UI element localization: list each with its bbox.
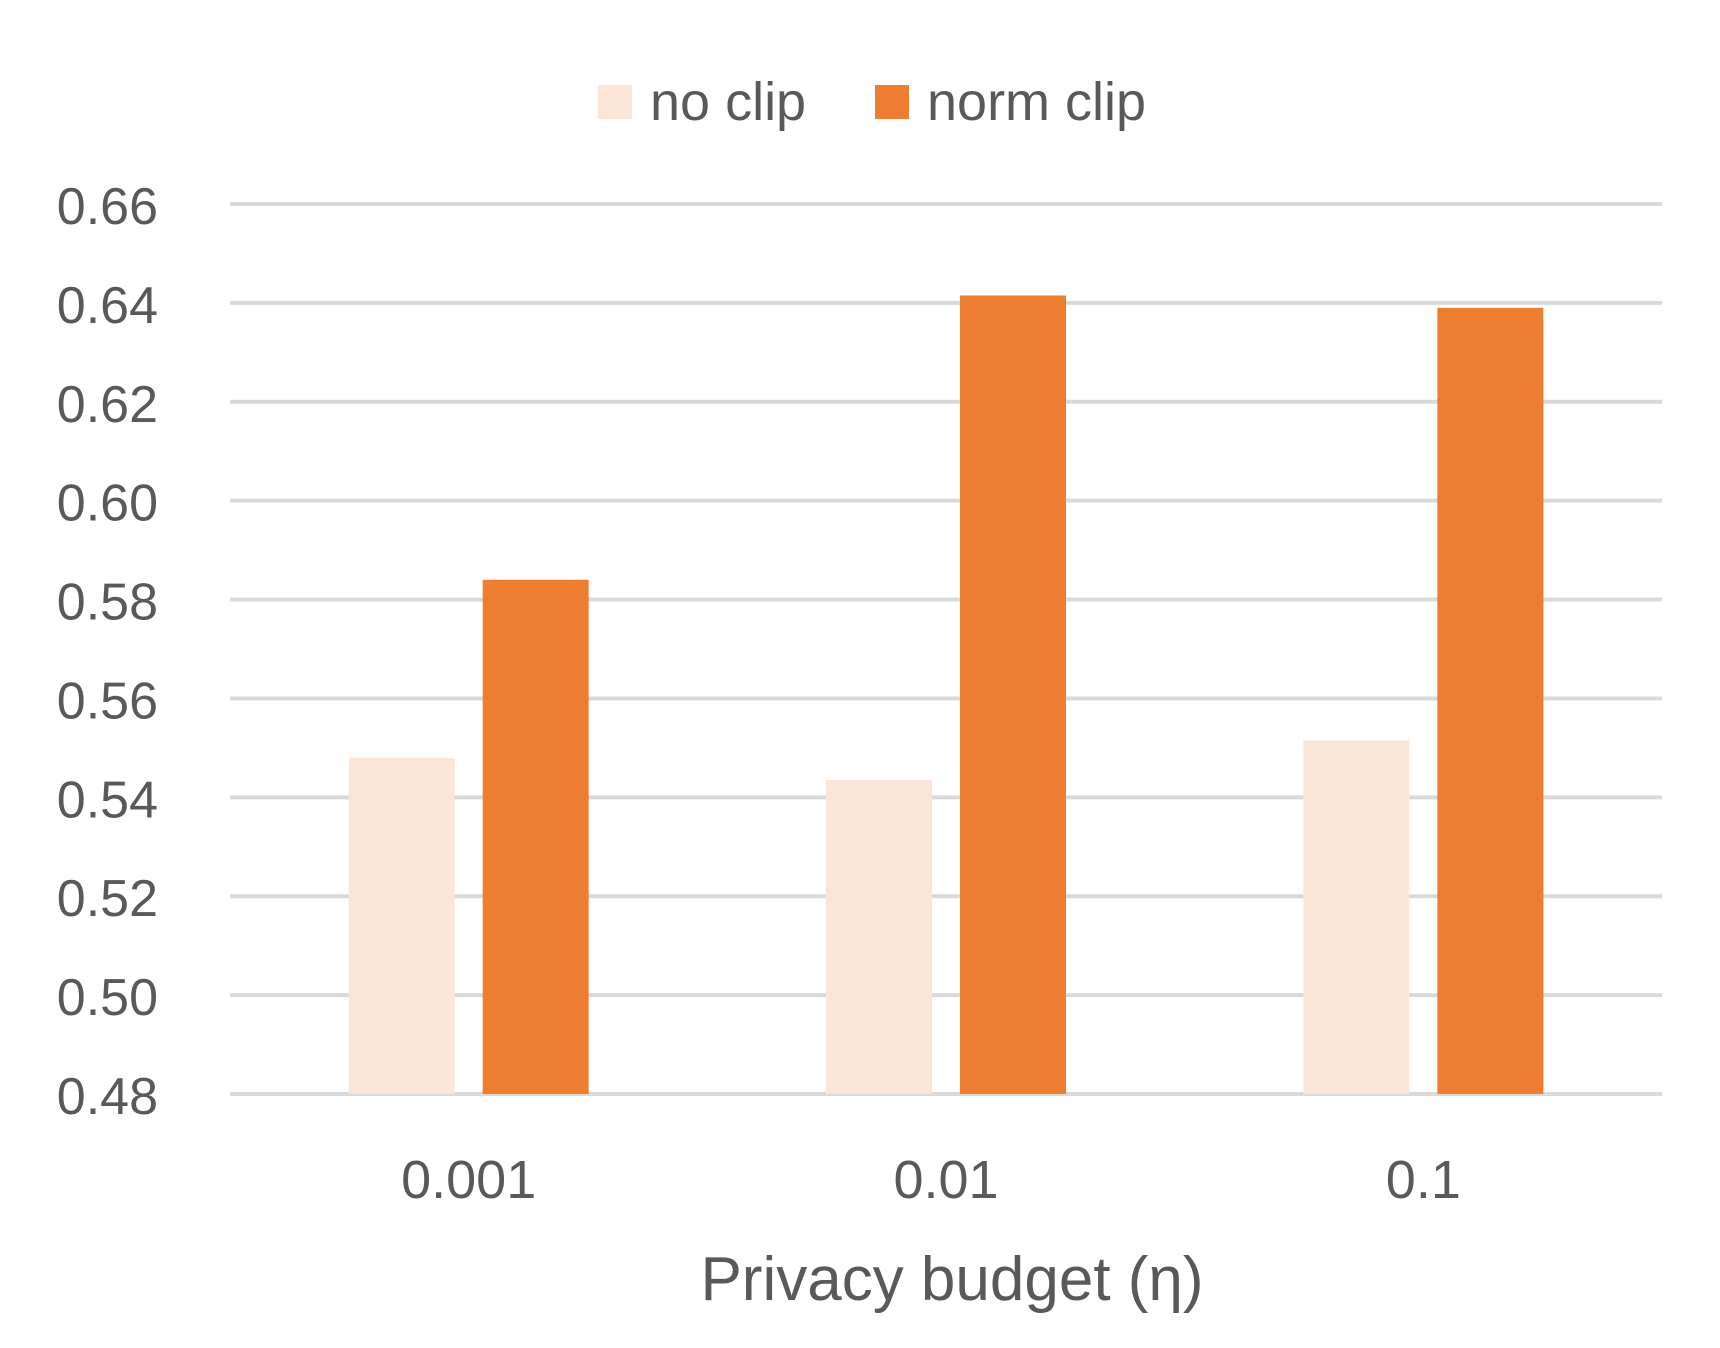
- x-axis-title: Privacy budget (η): [700, 1245, 1203, 1314]
- y-tick-label: 0.58: [57, 574, 158, 632]
- bar-norm-clip-0.1: [1437, 307, 1544, 1094]
- y-tick-label: 0.52: [57, 870, 158, 928]
- x-tick-label: 0.01: [893, 1150, 998, 1210]
- bar-no-clip-0.1: [1303, 740, 1410, 1094]
- legend-label-norm-clip: norm clip: [927, 72, 1146, 132]
- bar-no-clip-0.01: [826, 780, 932, 1094]
- y-tick-label: 0.64: [57, 277, 158, 335]
- bar-no-clip-0.001: [348, 757, 455, 1094]
- legend: no clip norm clip: [598, 72, 1146, 132]
- x-axis-tick-labels: 0.001 0.01 0.1: [401, 1150, 1461, 1210]
- bars: [348, 295, 1544, 1094]
- gridlines: [230, 202, 1662, 1096]
- y-tick-label: 0.56: [57, 672, 158, 730]
- legend-swatch-norm-clip: [875, 85, 909, 119]
- y-tick-label: 0.62: [57, 376, 158, 434]
- legend-label-no-clip: no clip: [650, 72, 806, 132]
- x-tick-label: 0.001: [401, 1150, 536, 1210]
- legend-swatch-no-clip: [598, 85, 632, 119]
- y-tick-label: 0.60: [57, 475, 158, 533]
- bar-norm-clip-0.01: [960, 295, 1066, 1094]
- y-tick-label: 0.50: [57, 969, 158, 1027]
- y-axis-tick-labels: 0.48 0.50 0.52 0.54 0.56 0.58 0.60 0.62 0.64 0.66: [57, 178, 158, 1126]
- bar-norm-clip-0.001: [482, 579, 589, 1094]
- y-tick-label: 0.48: [57, 1068, 158, 1126]
- y-tick-label: 0.66: [57, 178, 158, 236]
- x-tick-label: 0.1: [1386, 1150, 1461, 1210]
- y-tick-label: 0.54: [57, 771, 158, 829]
